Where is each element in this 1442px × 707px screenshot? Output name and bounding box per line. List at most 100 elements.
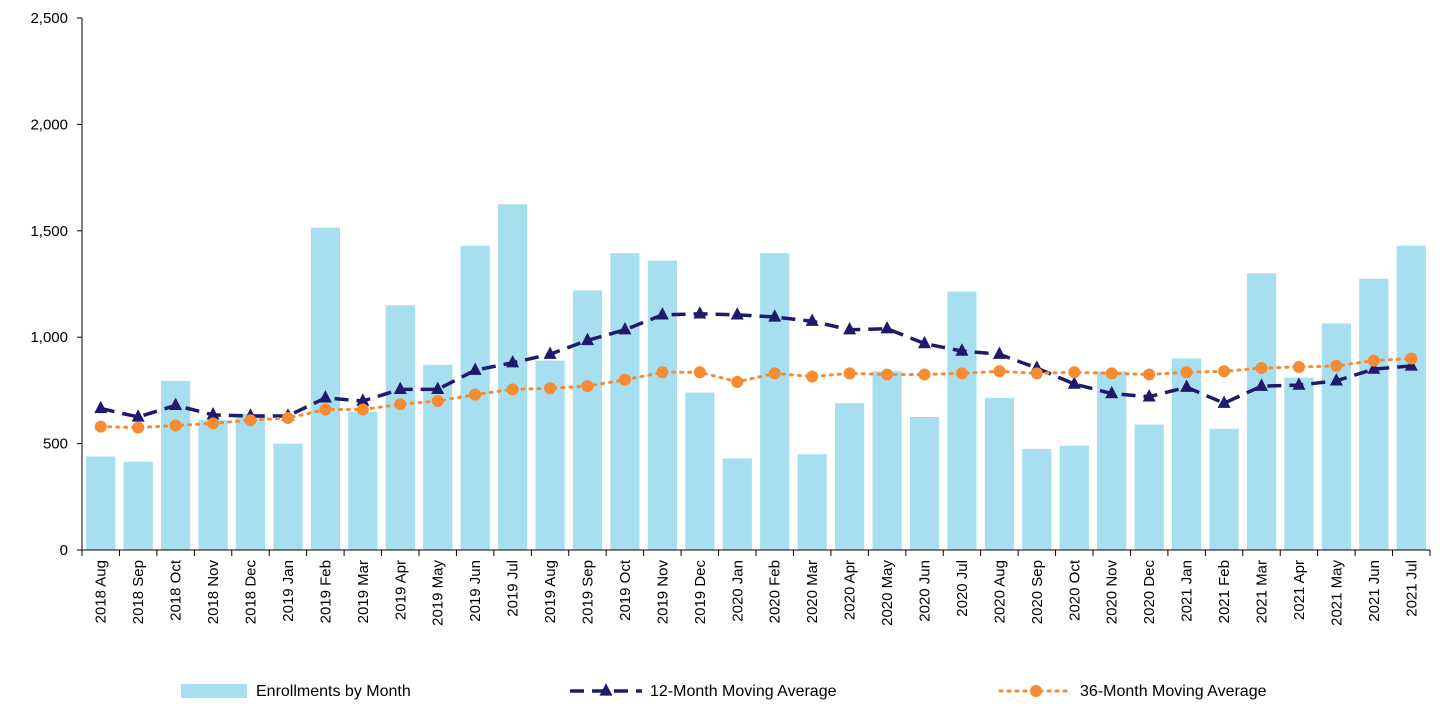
y-tick-label: 1,000 <box>30 329 68 346</box>
bar-2021-jul <box>1396 245 1426 550</box>
bar-2021-feb <box>1209 428 1239 550</box>
x-tick-label: 2021 May <box>1328 560 1345 626</box>
ma36-point-2021-feb <box>1218 365 1231 378</box>
ma36-point-2020-dec <box>1143 368 1156 381</box>
y-tick-label: 1,500 <box>30 223 68 240</box>
lines-layer <box>94 306 1418 434</box>
ma12-point-2018-nov <box>206 407 220 420</box>
bar-2020-may <box>872 371 902 550</box>
bar-2021-jun <box>1359 278 1389 550</box>
x-tick-label: 2020 Apr <box>842 560 859 620</box>
y-tick-label: 2,000 <box>30 116 68 133</box>
x-tick-label: 2019 Oct <box>617 559 634 621</box>
x-tick-label: 2019 Dec <box>692 560 709 625</box>
x-tick-label: 2018 Aug <box>93 560 110 623</box>
legend-label: 36-Month Moving Average <box>1080 683 1267 700</box>
ma12-point-2019-apr <box>393 381 407 395</box>
x-tick-label: 2019 Jan <box>280 560 297 622</box>
bars-layer <box>86 204 1426 551</box>
ma36-point-2020-mar <box>806 370 819 383</box>
x-tick-label: 2019 Jul <box>505 560 522 617</box>
ma36-point-2020-may <box>881 368 894 381</box>
ma12-point-2019-dec <box>693 306 707 319</box>
ma12-point-2019-sep <box>581 332 594 346</box>
legend-marker <box>599 683 613 696</box>
legend-swatch-bar <box>181 684 247 698</box>
x-tick-label: 2021 Jul <box>1403 560 1420 617</box>
y-tick-label: 2,500 <box>30 10 68 27</box>
x-tick-label: 2020 Jul <box>954 560 971 617</box>
ma12-point-2019-feb <box>318 390 332 403</box>
ma36-point-2021-apr <box>1292 360 1305 373</box>
ma12-point-2019-mar <box>356 393 370 406</box>
bar-2020-jul <box>947 291 977 550</box>
x-tick-label: 2019 Apr <box>392 560 409 620</box>
bar-2019-feb <box>310 227 340 551</box>
ma12-point-2019-aug <box>543 346 557 359</box>
ma36-point-2019-apr <box>394 398 407 411</box>
ma36-point-2018-aug <box>94 420 107 433</box>
ma12-point-2020-jul <box>955 343 969 356</box>
ma36-point-2021-mar <box>1255 362 1268 375</box>
ma12-point-2020-feb <box>768 309 782 322</box>
x-tick-label: 2019 Mar <box>355 560 372 623</box>
ma36-point-2020-nov <box>1105 367 1118 380</box>
x-tick-label: 2018 Sep <box>130 560 147 624</box>
x-tick-label: 2020 Nov <box>1104 560 1121 625</box>
bar-2019-jul <box>498 204 528 550</box>
ma36-point-2021-may <box>1330 359 1343 372</box>
ma36-point-2020-sep <box>1030 367 1043 380</box>
ma36-point-2019-dec <box>693 366 706 379</box>
ma12-point-2018-oct <box>169 397 183 410</box>
x-tick-label: 2019 Sep <box>580 560 597 624</box>
ma36-point-2019-jan <box>281 412 294 425</box>
ma12-point-2020-dec <box>1142 389 1156 402</box>
bar-2020-nov <box>1097 371 1127 550</box>
x-tick-label: 2020 Dec <box>1141 560 1158 625</box>
ma36-point-2019-feb <box>319 403 332 416</box>
x-tick-label: 2021 Jun <box>1366 560 1383 622</box>
ma12-point-2020-aug <box>992 346 1006 359</box>
ma36-point-2019-jun <box>469 388 482 401</box>
bar-2019-oct <box>610 253 640 550</box>
ma12-point-2019-jul <box>506 355 520 368</box>
ma36-point-2019-nov <box>656 366 669 379</box>
bar-2020-apr <box>835 403 865 550</box>
ma12-point-2019-may <box>431 381 445 395</box>
bar-2021-apr <box>1284 377 1314 550</box>
legend: Enrollments by Month 12-Month Moving Aver… <box>181 683 1267 700</box>
x-tick-label: 2020 Jan <box>729 560 746 622</box>
ma36-point-2019-jul <box>506 383 519 396</box>
ma12-point-2021-may <box>1329 373 1343 386</box>
x-tick-label: 2018 Nov <box>205 560 222 625</box>
legend-item-36-month-moving-average: 36-Month Moving Average <box>998 683 1267 700</box>
ma36-point-2018-nov <box>207 417 220 430</box>
bar-2019-mar <box>348 411 378 550</box>
ma12-point-2020-nov <box>1105 385 1119 399</box>
x-tick-label: 2020 Sep <box>1029 560 1046 624</box>
legend-item-enrollments-by-month: Enrollments by Month <box>181 683 411 700</box>
ma12-point-2021-feb <box>1217 395 1231 408</box>
x-tick-label: 2019 Jun <box>467 560 484 622</box>
ma12-point-2021-mar <box>1255 378 1268 391</box>
ma36-point-2019-may <box>431 395 444 408</box>
ma12-point-2019-nov <box>655 307 669 320</box>
ma12-point-2021-jan <box>1180 379 1194 392</box>
bar-2019-sep <box>572 290 603 550</box>
y-tick-label: 0 <box>60 542 68 559</box>
bar-2018-nov <box>198 420 228 550</box>
bar-2019-dec <box>685 392 715 550</box>
ma12-point-2021-apr <box>1292 377 1306 390</box>
bar-2021-mar <box>1246 273 1277 550</box>
ma36-point-2020-jan <box>731 375 744 388</box>
ma36-point-2020-jul <box>955 367 968 380</box>
x-tick-label: 2018 Oct <box>168 559 185 621</box>
ma36-point-2019-mar <box>356 403 369 416</box>
ma12-point-2020-jan <box>730 307 744 320</box>
x-tick-label: 2019 Aug <box>542 560 559 623</box>
x-tick-label: 2021 Mar <box>1254 560 1271 623</box>
y-tick-label: 500 <box>43 436 68 453</box>
axes-layer: 0 500 1,000 1,500 2,000 2,500 2018 Aug 2018 Sep… <box>30 10 1431 626</box>
ma36-point-2018-sep <box>132 421 145 434</box>
